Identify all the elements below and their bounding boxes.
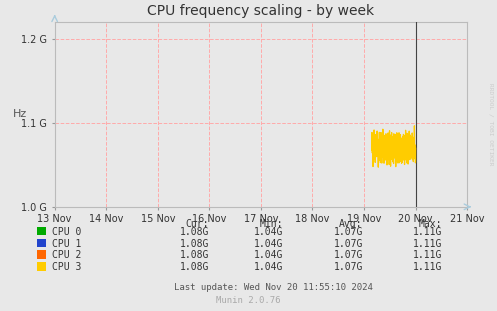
Text: Min:: Min: xyxy=(260,219,283,229)
Text: CPU 0: CPU 0 xyxy=(52,227,82,237)
Text: 1.04G: 1.04G xyxy=(254,227,283,237)
Text: CPU 1: CPU 1 xyxy=(52,239,82,248)
Text: 1.07G: 1.07G xyxy=(333,262,363,272)
Text: Munin 2.0.76: Munin 2.0.76 xyxy=(216,296,281,305)
Text: 1.04G: 1.04G xyxy=(254,239,283,248)
Text: Max:: Max: xyxy=(419,219,442,229)
Text: 1.11G: 1.11G xyxy=(413,262,442,272)
Title: CPU frequency scaling - by week: CPU frequency scaling - by week xyxy=(148,4,374,18)
Text: 1.07G: 1.07G xyxy=(333,250,363,260)
Text: 1.08G: 1.08G xyxy=(179,250,209,260)
Text: 1.11G: 1.11G xyxy=(413,227,442,237)
Text: CPU 3: CPU 3 xyxy=(52,262,82,272)
Text: Avg:: Avg: xyxy=(339,219,363,229)
Text: 1.11G: 1.11G xyxy=(413,250,442,260)
Text: Cur:: Cur: xyxy=(185,219,209,229)
Text: 1.04G: 1.04G xyxy=(254,262,283,272)
Text: 1.08G: 1.08G xyxy=(179,262,209,272)
Text: RRDTOOL / TOBI OETIKER: RRDTOOL / TOBI OETIKER xyxy=(488,83,493,166)
Text: CPU 2: CPU 2 xyxy=(52,250,82,260)
Text: 1.11G: 1.11G xyxy=(413,239,442,248)
Text: 1.07G: 1.07G xyxy=(333,239,363,248)
Text: 1.08G: 1.08G xyxy=(179,227,209,237)
Text: 1.07G: 1.07G xyxy=(333,227,363,237)
Text: 1.04G: 1.04G xyxy=(254,250,283,260)
Text: 1.08G: 1.08G xyxy=(179,239,209,248)
Y-axis label: Hz: Hz xyxy=(12,109,27,119)
Text: Last update: Wed Nov 20 11:55:10 2024: Last update: Wed Nov 20 11:55:10 2024 xyxy=(174,283,373,292)
